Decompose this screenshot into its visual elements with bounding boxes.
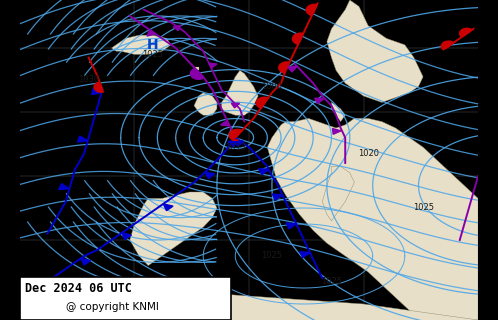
Polygon shape — [194, 67, 199, 70]
Text: 1025: 1025 — [142, 50, 163, 59]
Polygon shape — [259, 169, 269, 175]
Text: 1025: 1025 — [413, 204, 434, 212]
Polygon shape — [222, 70, 258, 115]
Polygon shape — [267, 118, 478, 320]
Polygon shape — [256, 97, 268, 108]
Polygon shape — [292, 33, 303, 44]
Text: 1020: 1020 — [358, 149, 378, 158]
Polygon shape — [229, 129, 242, 140]
Polygon shape — [92, 88, 102, 95]
Text: 1013: 1013 — [225, 143, 246, 152]
Polygon shape — [233, 140, 243, 146]
Text: 1030: 1030 — [78, 76, 99, 84]
Polygon shape — [332, 102, 345, 122]
Polygon shape — [163, 204, 173, 211]
Polygon shape — [272, 194, 282, 200]
Polygon shape — [112, 35, 171, 54]
Text: 1000: 1000 — [261, 82, 282, 91]
Polygon shape — [205, 172, 215, 179]
Polygon shape — [327, 0, 423, 102]
Text: 1025: 1025 — [261, 252, 282, 260]
Polygon shape — [333, 129, 341, 134]
Polygon shape — [190, 69, 203, 79]
Polygon shape — [288, 67, 297, 72]
Text: Dec 2024 06 UTC: Dec 2024 06 UTC — [24, 282, 131, 294]
Polygon shape — [286, 223, 296, 229]
Polygon shape — [460, 28, 472, 37]
Polygon shape — [232, 103, 240, 108]
Polygon shape — [20, 282, 478, 320]
Polygon shape — [122, 233, 131, 239]
Polygon shape — [441, 41, 454, 50]
Polygon shape — [300, 252, 310, 258]
Polygon shape — [221, 120, 230, 126]
Polygon shape — [147, 30, 156, 36]
Polygon shape — [306, 4, 317, 16]
Polygon shape — [130, 192, 217, 266]
Text: L: L — [231, 131, 239, 144]
Polygon shape — [279, 62, 289, 73]
Polygon shape — [194, 93, 217, 115]
Polygon shape — [81, 258, 91, 265]
Polygon shape — [209, 63, 217, 68]
Text: H: H — [147, 38, 158, 52]
Text: 1025: 1025 — [321, 277, 342, 286]
Polygon shape — [94, 82, 104, 92]
Polygon shape — [322, 166, 355, 221]
Polygon shape — [315, 98, 324, 103]
Polygon shape — [173, 25, 181, 31]
Text: @ copyright KNMI: @ copyright KNMI — [66, 302, 158, 312]
Polygon shape — [59, 184, 69, 190]
Polygon shape — [228, 140, 238, 147]
FancyBboxPatch shape — [20, 277, 231, 320]
Polygon shape — [77, 136, 88, 142]
